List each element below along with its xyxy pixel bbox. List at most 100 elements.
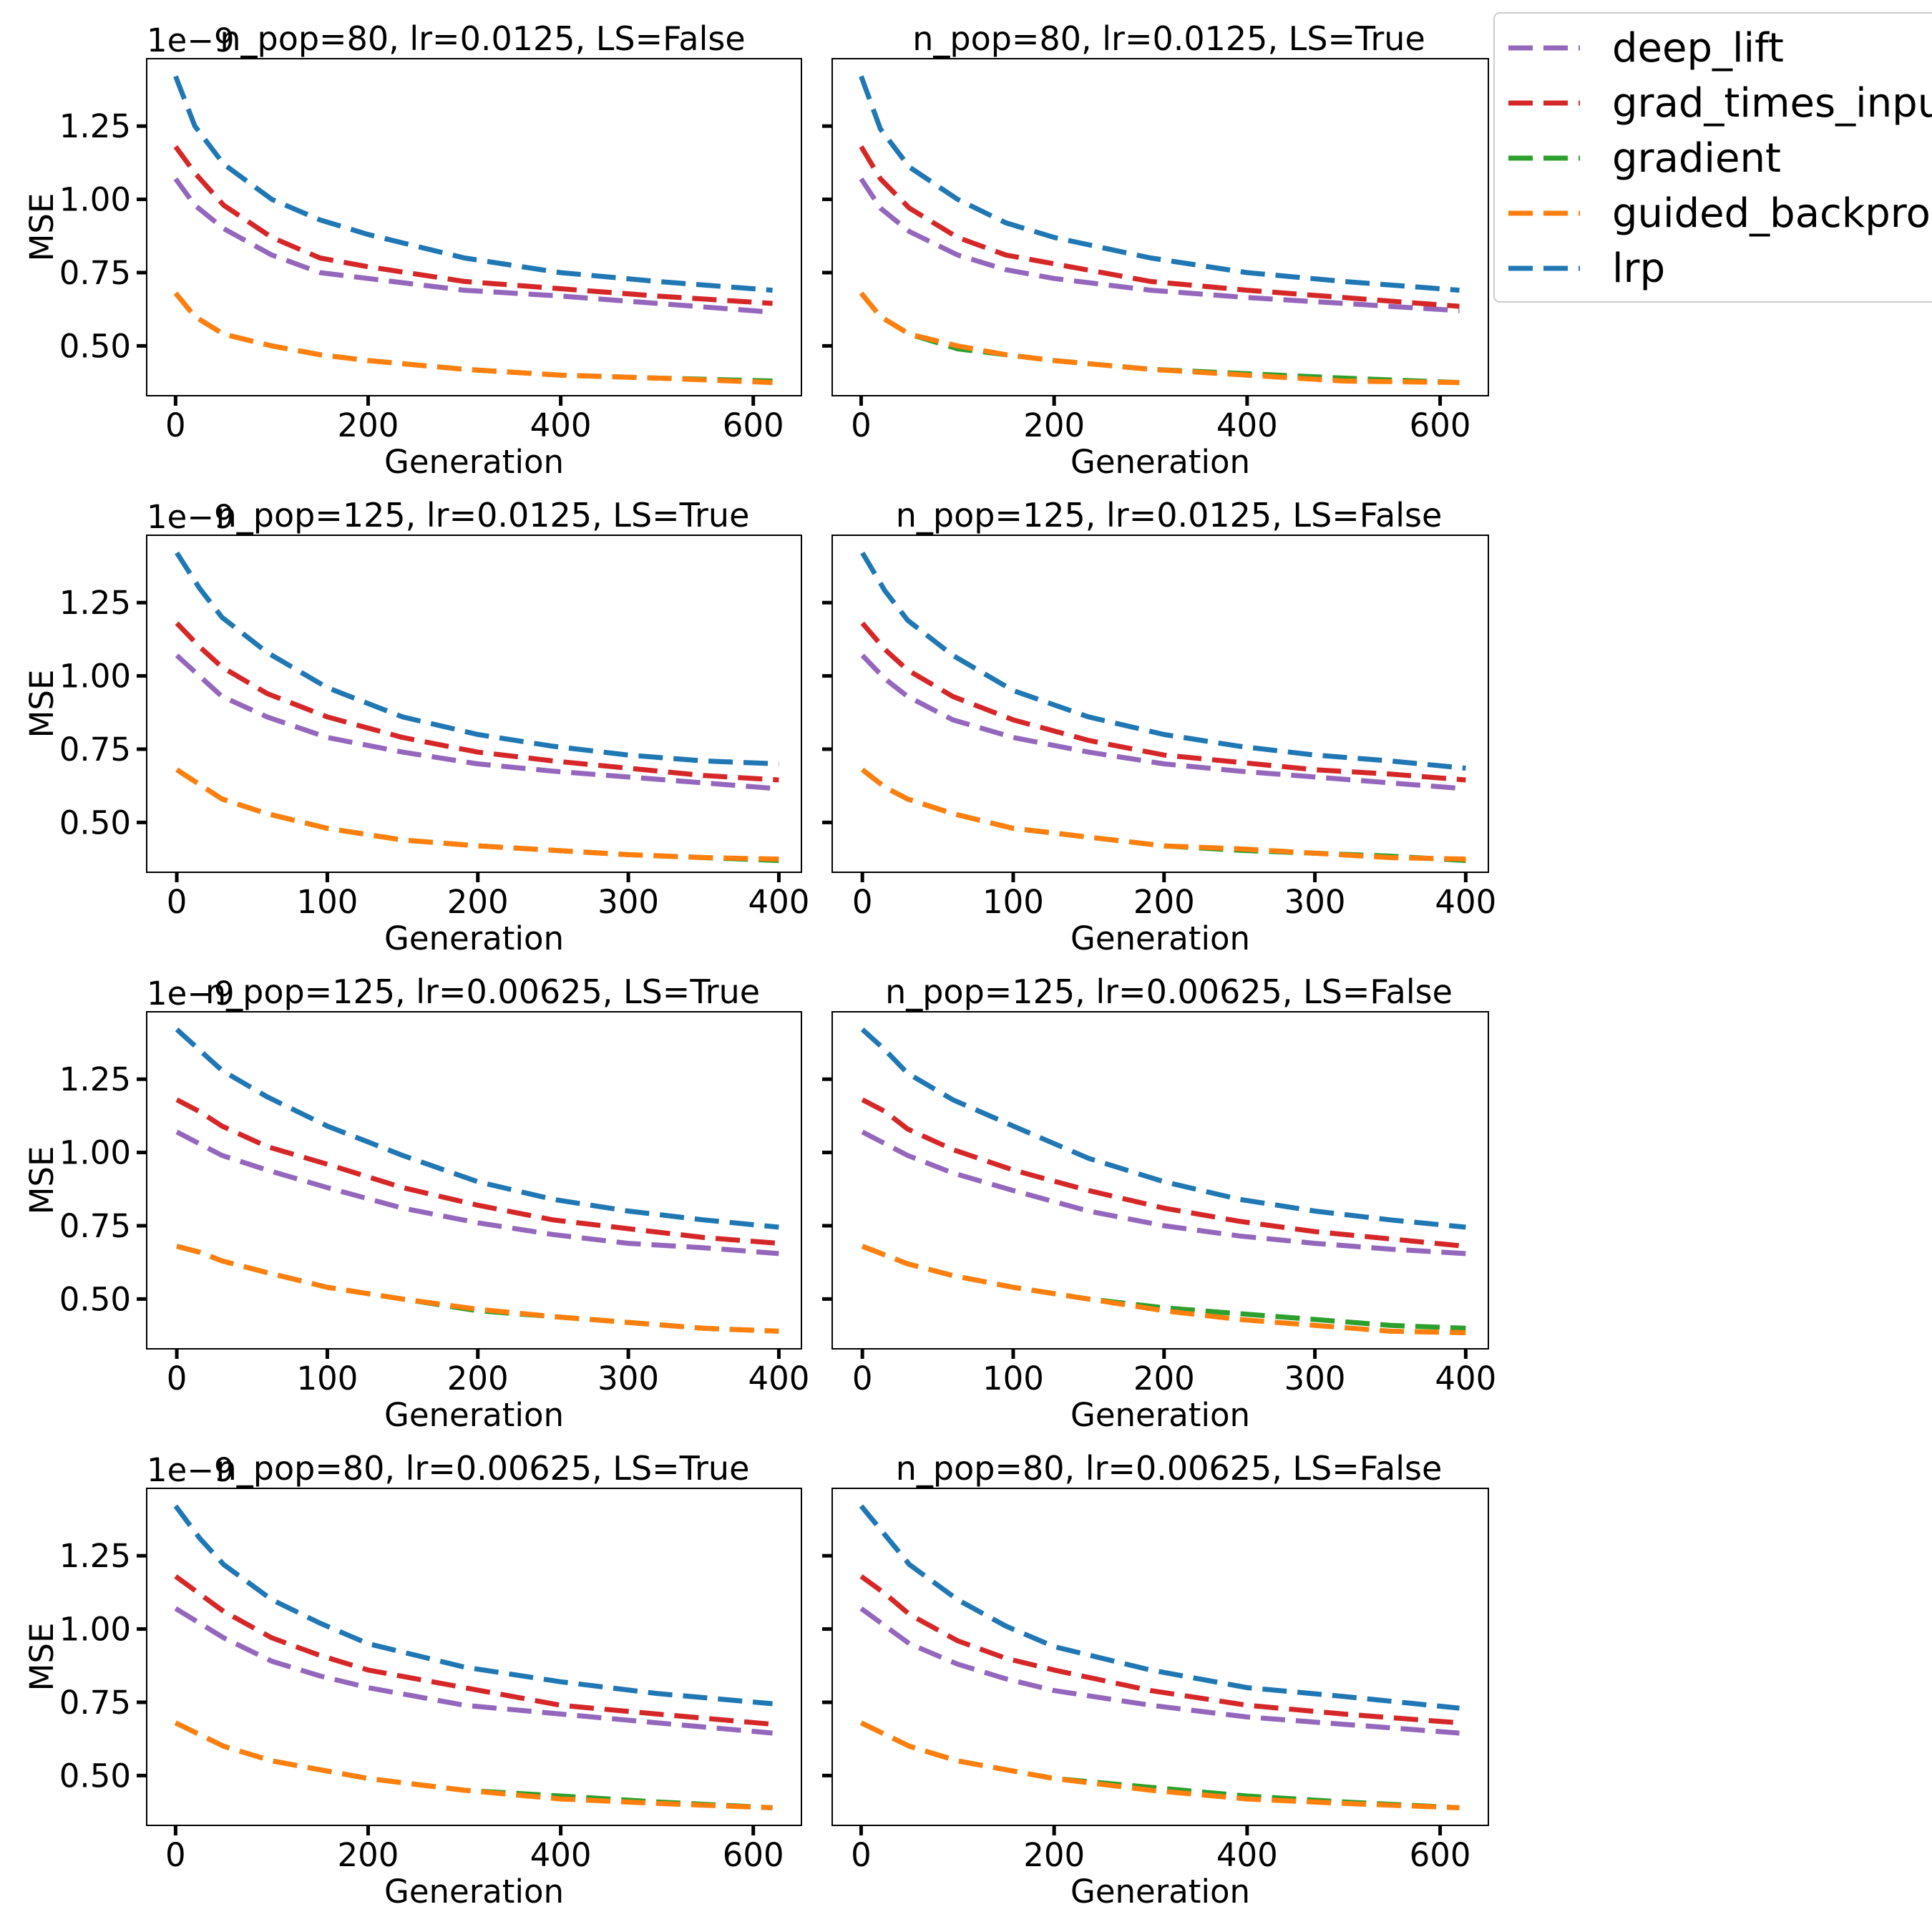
y-tick-label: 0.75 <box>59 1684 131 1722</box>
x-tick-label: 0 <box>851 406 872 444</box>
series-line-gradient <box>861 1244 1466 1331</box>
series-line-grad-times-input <box>859 1574 1460 1726</box>
x-tick-label: 0 <box>852 1360 873 1397</box>
x-tick-label: 200 <box>447 1360 509 1397</box>
x-tick-label: 0 <box>165 1836 186 1874</box>
series-line-guided-backprop <box>174 1720 773 1810</box>
legend-label-guided-backprop: guided_backprop <box>1612 190 1932 237</box>
plot-area-frame <box>831 58 1489 396</box>
y-tick-label: 1.25 <box>59 1060 131 1098</box>
x-tick-label: 400 <box>1435 1360 1496 1397</box>
y-tick-label: 0.75 <box>59 1207 131 1245</box>
x-tick-label: 400 <box>530 406 592 444</box>
subplot-title: n_pop=125, lr=0.0125, LS=True <box>216 496 750 535</box>
x-tick-label: 400 <box>530 1836 592 1874</box>
plot-area-frame <box>146 58 802 396</box>
x-axis-label: Generation <box>384 1396 564 1434</box>
series-line-guided-backprop <box>859 291 1460 386</box>
y-tick-label: 0.50 <box>59 804 131 841</box>
x-tick-label: 100 <box>296 1360 358 1397</box>
legend-label-deep-lift: deep_lift <box>1612 25 1784 72</box>
subplot-title: n_pop=80, lr=0.0125, LS=True <box>912 19 1425 58</box>
x-tick-label: 0 <box>165 406 186 444</box>
y-tick-label: 0.50 <box>59 1280 131 1318</box>
x-tick-label: 0 <box>852 883 873 921</box>
x-tick-label: 100 <box>296 883 358 921</box>
x-tick-label: 200 <box>447 883 509 921</box>
series-line-grad-times-input <box>173 145 773 306</box>
y-axis-label: MSE <box>23 670 61 738</box>
legend-label-grad-times-input: grad_times_input <box>1612 80 1932 127</box>
x-tick-label: 200 <box>1023 1836 1085 1874</box>
y-tick-label: 1.25 <box>59 584 131 622</box>
x-tick-label: 400 <box>1216 1836 1278 1874</box>
y-axis-label: MSE <box>23 1146 61 1215</box>
subplot-8: 0 200 400 600 Generation n_pop=80, lr=0.00625… <box>822 1449 1489 1911</box>
x-tick-label: 0 <box>851 1836 872 1874</box>
subplot-5: 0.50 0.75 1.00 1.25 0 100 200 300 400 Generation n… <box>23 972 809 1434</box>
legend-frame <box>1493 12 1932 303</box>
x-tick-label: 600 <box>723 1836 784 1874</box>
x-tick-label: 200 <box>1133 1360 1195 1397</box>
x-axis-label: Generation <box>1070 443 1250 481</box>
subplot-title: n_pop=80, lr=0.00625, LS=True <box>216 1449 750 1488</box>
subplot-title: n_pop=125, lr=0.00625, LS=True <box>205 972 760 1011</box>
subplot-1: 0.50 0.75 1.00 1.25 0 200 400 600 Generation n_po… <box>23 19 802 481</box>
series-line-grad-times-input <box>860 621 1466 783</box>
series-line-guided-backprop <box>861 767 1466 862</box>
y-tick-label: 0.50 <box>59 327 131 365</box>
y-tick-label: 0.75 <box>59 731 131 769</box>
y-tick-label: 1.25 <box>59 107 131 145</box>
series-line-gradient <box>174 1720 773 1810</box>
x-tick-label: 300 <box>1284 883 1346 921</box>
x-axis-label: Generation <box>1070 919 1250 957</box>
y-offset-label: 1e−9 <box>147 975 235 1013</box>
subplot-2: 0 200 400 600 Generation n_pop=80, lr=0.0125,… <box>822 19 1489 481</box>
x-tick-label: 300 <box>597 883 659 921</box>
x-tick-label: 400 <box>748 1360 809 1397</box>
series-line-lrp <box>859 75 1460 293</box>
series-line-grad-times-input <box>175 621 779 783</box>
subplot-title: n_pop=80, lr=0.0125, LS=False <box>220 19 745 58</box>
x-tick-label: 400 <box>748 883 809 921</box>
legend-label-lrp: lrp <box>1612 245 1665 292</box>
x-tick-label: 100 <box>982 1360 1044 1397</box>
subplot-title: n_pop=125, lr=0.0125, LS=False <box>896 496 1443 535</box>
y-axis-label: MSE <box>23 1623 61 1692</box>
y-offset-label: 1e−9 <box>147 1451 235 1489</box>
series-line-grad-times-input <box>175 1097 779 1246</box>
x-axis-label: Generation <box>1070 1396 1250 1434</box>
plot-area-frame <box>146 535 802 873</box>
x-axis-label: Generation <box>384 919 564 957</box>
y-tick-label: 1.25 <box>59 1537 131 1575</box>
plot-area-frame <box>146 1488 802 1826</box>
plot-area-frame <box>831 1011 1489 1350</box>
series-line-guided-backprop <box>173 291 773 386</box>
x-tick-label: 400 <box>1216 406 1278 444</box>
x-tick-label: 400 <box>1435 883 1496 921</box>
series-line-deep-lift <box>174 1606 773 1736</box>
subplot-title: n_pop=125, lr=0.00625, LS=False <box>885 972 1453 1011</box>
series-line-deep-lift <box>859 1606 1460 1736</box>
series-line-grad-times-input <box>859 145 1460 309</box>
series-line-deep-lift <box>861 1129 1466 1257</box>
series-line-deep-lift <box>859 177 1460 313</box>
y-offset-label: 1e−9 <box>147 21 235 59</box>
series-line-lrp <box>175 551 779 766</box>
x-axis-label: Generation <box>384 443 564 481</box>
series-line-lrp <box>175 1028 779 1230</box>
y-tick-label: 1.00 <box>59 658 131 696</box>
y-tick-label: 1.00 <box>59 181 131 219</box>
series-line-lrp <box>173 75 773 293</box>
series-line-gradient <box>859 1720 1460 1810</box>
y-tick-label: 1.00 <box>59 1611 131 1649</box>
x-tick-label: 200 <box>1133 883 1195 921</box>
x-tick-label: 300 <box>597 1360 659 1397</box>
series-line-guided-backprop <box>859 1720 1460 1810</box>
y-tick-label: 1.00 <box>59 1134 131 1172</box>
series-line-deep-lift <box>860 653 1466 791</box>
series-line-deep-lift <box>175 653 779 791</box>
y-axis-label: MSE <box>23 193 61 262</box>
series-line-guided-backprop <box>861 1244 1466 1335</box>
